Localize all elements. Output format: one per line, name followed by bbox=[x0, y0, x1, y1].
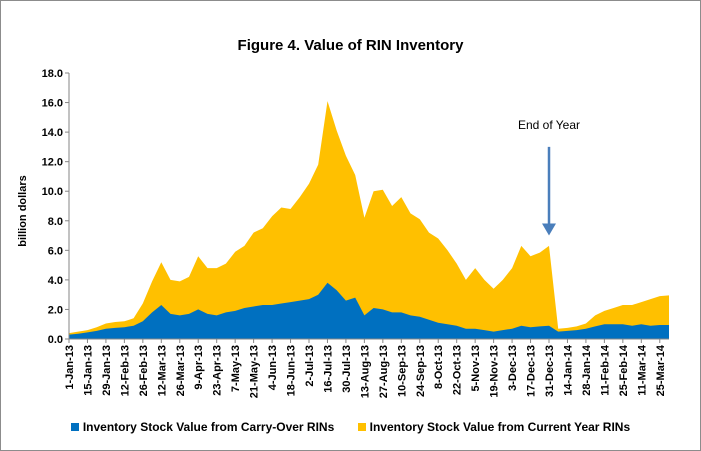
x-tick-label: 22-Oct-13 bbox=[452, 345, 464, 395]
x-tick-label: 24-Sep-13 bbox=[415, 345, 427, 397]
x-tick-label: 29-Jan-13 bbox=[101, 345, 113, 396]
x-tick-label: 16-Jul-13 bbox=[323, 345, 335, 393]
x-tick-label: 11-Mar-14 bbox=[636, 344, 648, 396]
x-tick-label: 1-Jan-13 bbox=[64, 345, 76, 390]
x-tick-label: 25-Feb-14 bbox=[618, 344, 630, 396]
legend-swatch-carry-over bbox=[70, 423, 79, 431]
x-tick-label: 28-Jan-14 bbox=[581, 344, 593, 396]
area-current-year bbox=[69, 101, 669, 339]
plot-areas bbox=[69, 101, 669, 339]
legend: Inventory Stock Value from Carry-Over RI… bbox=[1, 420, 700, 434]
y-tick-label: 12.0 bbox=[42, 157, 63, 169]
x-tick-label: 9-Apr-13 bbox=[193, 345, 205, 390]
x-tick-label: 12-Feb-13 bbox=[119, 345, 131, 396]
x-tick-label: 5-Nov-13 bbox=[470, 345, 482, 391]
x-tick-label: 8-Oct-13 bbox=[433, 345, 445, 389]
area-carry-over bbox=[69, 282, 669, 339]
x-tick-label: 23-Apr-13 bbox=[212, 345, 224, 396]
y-axis-label: billion dollars bbox=[17, 175, 29, 247]
x-tick-label: 21-May-13 bbox=[249, 345, 261, 398]
y-tick-label: 6.0 bbox=[48, 245, 63, 257]
tick-labels: 0.0 2.0 4.0 6.0 8.0 10.0 12.0 14.0 16.0 18.0 1-Jan… bbox=[42, 68, 667, 398]
x-tick-label: 10-Sep-13 bbox=[396, 345, 408, 397]
x-tick-label: 18-Jun-13 bbox=[286, 345, 298, 396]
x-tick-label: 26-Mar-13 bbox=[175, 345, 187, 396]
x-tick-label: 2-Jul-13 bbox=[304, 345, 316, 387]
y-tick-label: 18.0 bbox=[42, 68, 63, 80]
x-tick-label: 12-Mar-13 bbox=[156, 345, 168, 396]
x-tick-label: 7-May-13 bbox=[230, 345, 242, 392]
annotations: End of Year bbox=[518, 118, 580, 236]
annotation-arrow-head bbox=[542, 223, 556, 236]
x-tick-label: 30-Jul-13 bbox=[341, 345, 353, 393]
y-tick-label: 10.0 bbox=[42, 186, 63, 198]
x-tick-label: 13-Aug-13 bbox=[359, 345, 371, 398]
legend-item-carry-over: Inventory Stock Value from Carry-Over RI… bbox=[70, 420, 335, 434]
x-tick-label: 15-Jan-13 bbox=[83, 345, 95, 396]
x-tick-label: 27-Aug-13 bbox=[378, 345, 390, 398]
x-tick-label: 19-Nov-13 bbox=[489, 345, 501, 398]
axes bbox=[65, 72, 669, 343]
y-tick-label: 16.0 bbox=[42, 98, 63, 110]
y-tick-label: 8.0 bbox=[48, 216, 63, 228]
legend-swatch-current-year bbox=[357, 423, 366, 431]
annotation-end-of-year: End of Year bbox=[518, 118, 580, 132]
legend-label-current-year: Inventory Stock Value from Current Year … bbox=[369, 420, 631, 434]
legend-label-carry-over: Inventory Stock Value from Carry-Over RI… bbox=[82, 420, 335, 434]
x-tick-label: 4-Jun-13 bbox=[267, 345, 279, 390]
y-tick-label: 4.0 bbox=[48, 275, 63, 287]
legend-item-current-year: Inventory Stock Value from Current Year … bbox=[357, 420, 631, 434]
y-tick-label: 2.0 bbox=[48, 304, 63, 316]
x-tick-label: 31-Dec-13 bbox=[544, 345, 556, 397]
x-tick-label: 11-Feb-14 bbox=[599, 344, 611, 396]
x-tick-label: 25-Mar-14 bbox=[655, 344, 667, 396]
y-tick-label: 0.0 bbox=[48, 334, 63, 346]
y-tick-label: 14.0 bbox=[42, 127, 63, 139]
x-tick-label: 14-Jan-14 bbox=[563, 344, 575, 396]
x-tick-label: 3-Dec-13 bbox=[507, 345, 519, 391]
x-tick-label: 26-Feb-13 bbox=[138, 345, 150, 396]
chart-title: Figure 4. Value of RIN Inventory bbox=[237, 37, 464, 54]
x-tick-label: 17-Dec-13 bbox=[526, 345, 538, 397]
